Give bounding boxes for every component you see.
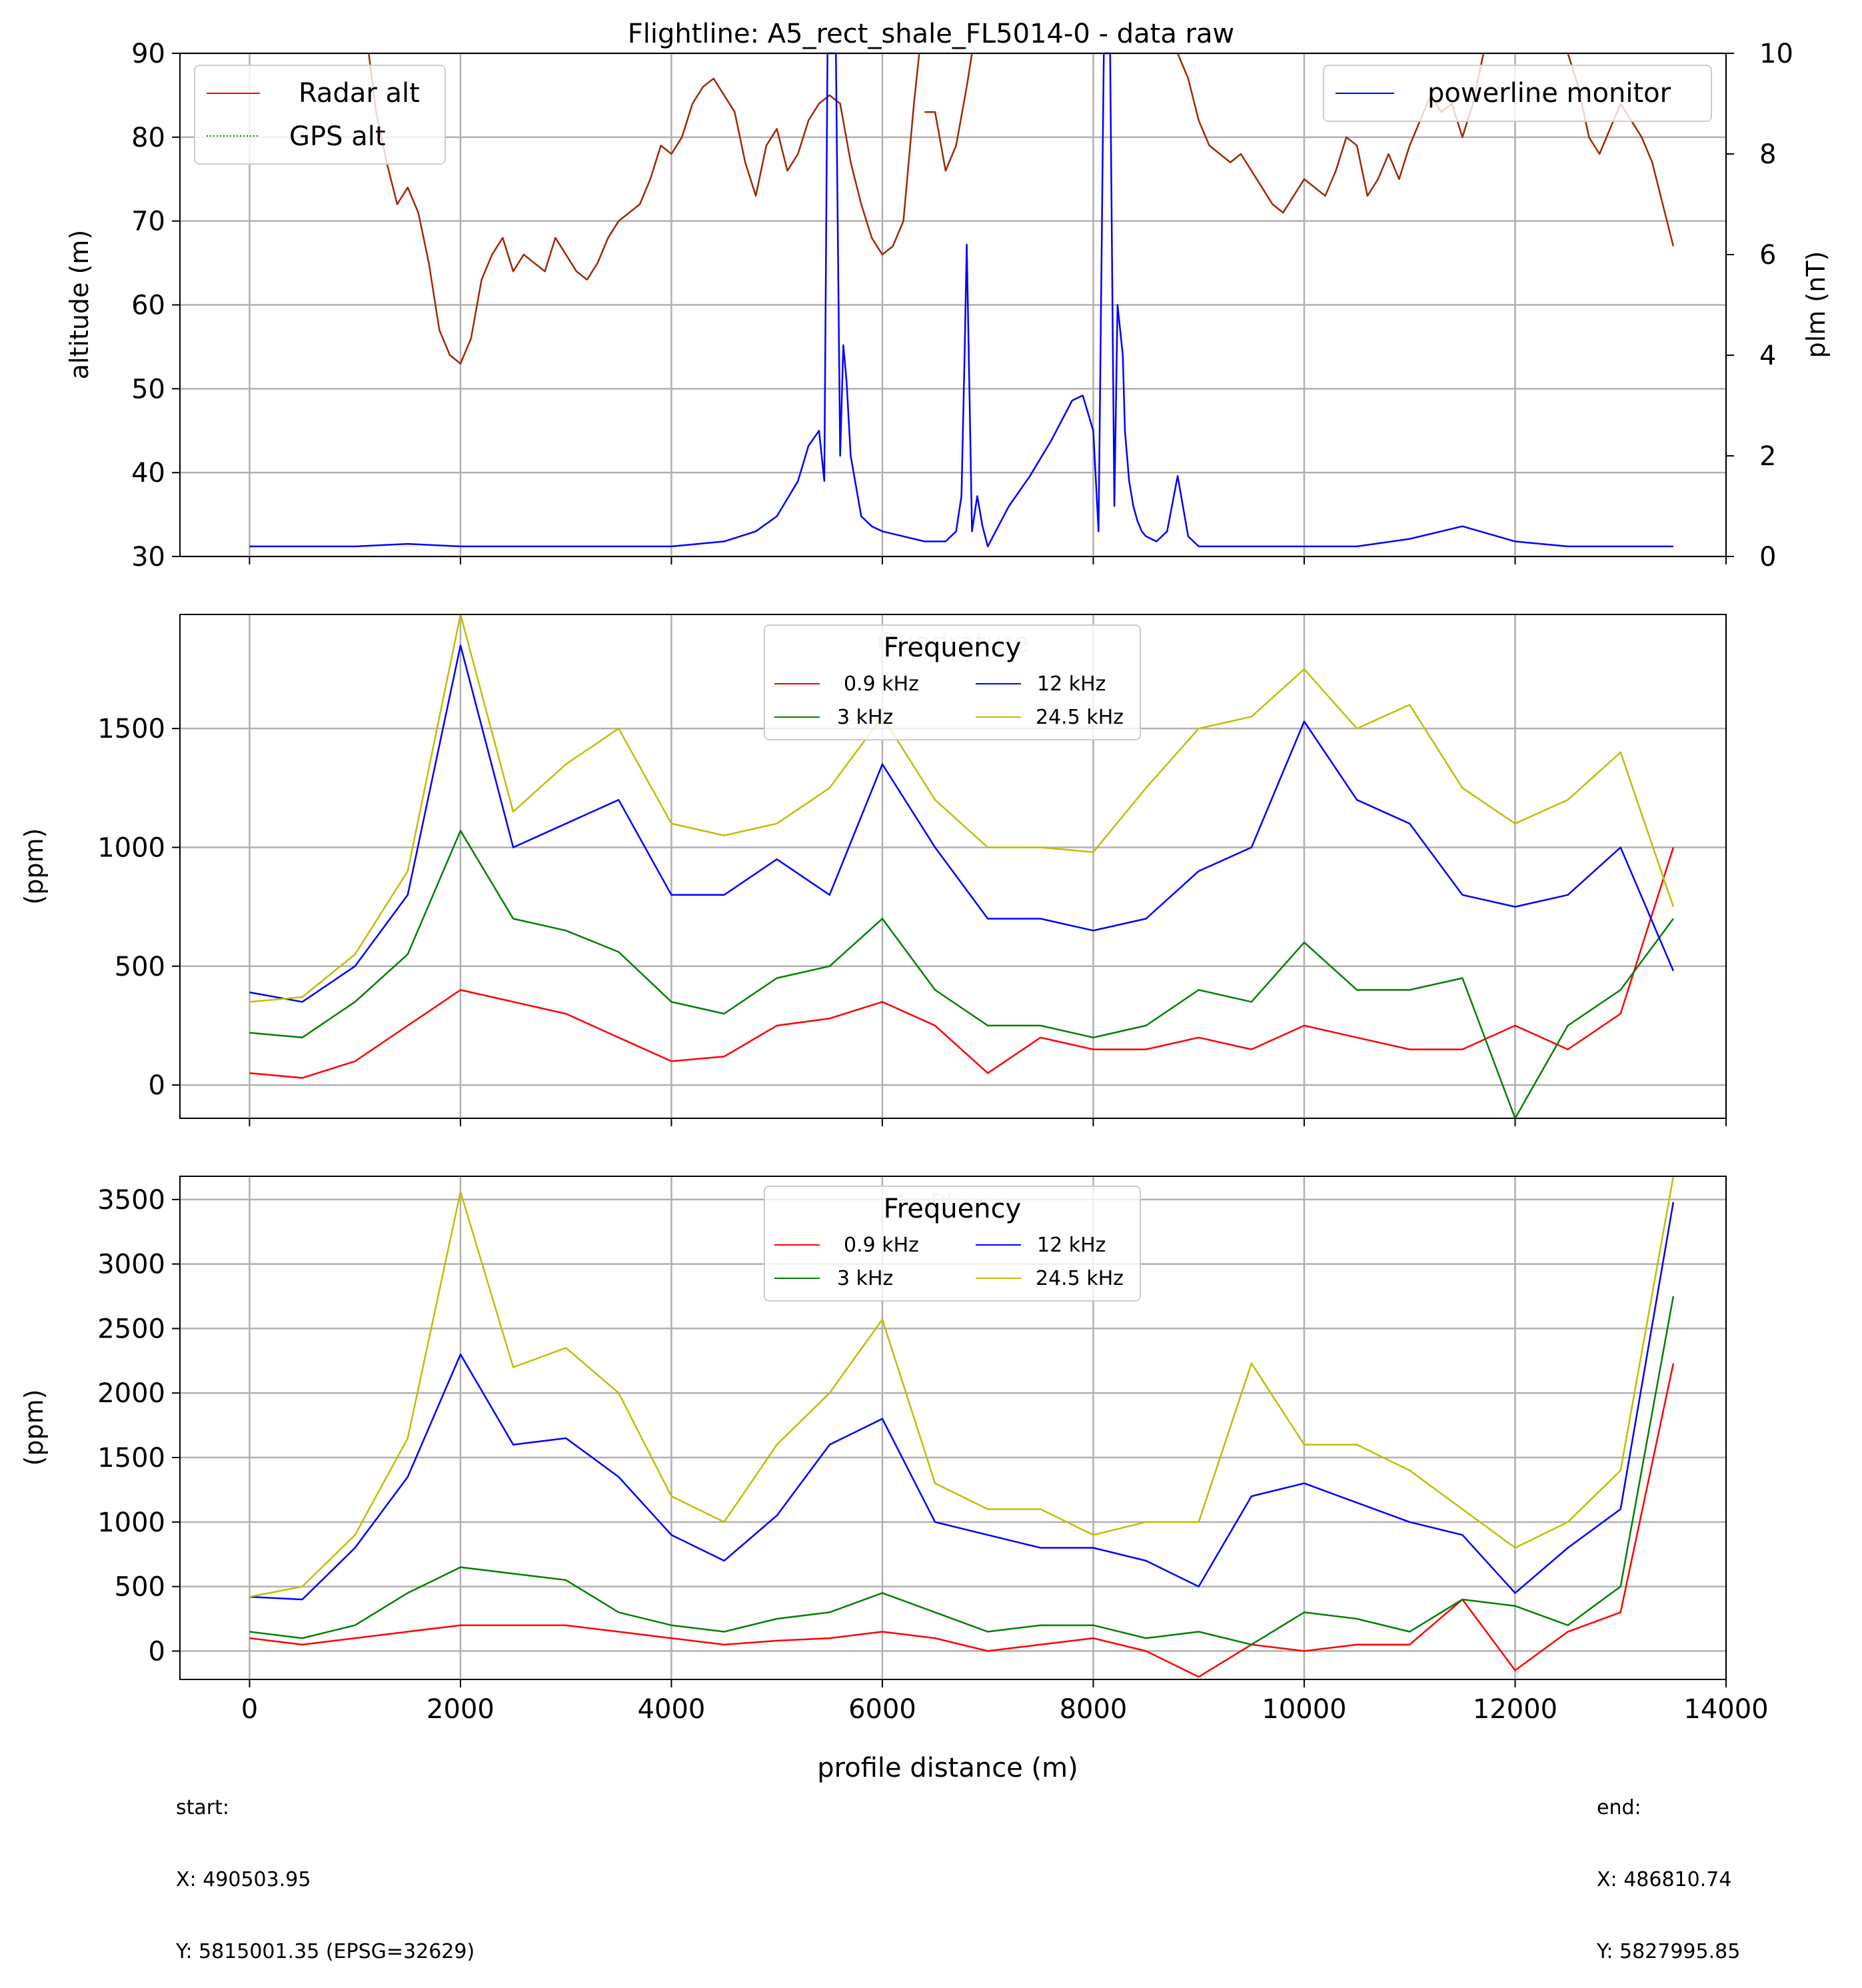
y-tick-label: 1000 bbox=[97, 832, 165, 863]
y-tick-label: 60 bbox=[131, 291, 165, 321]
y-tick-label: 0 bbox=[149, 1070, 165, 1101]
start-label: start: bbox=[176, 1796, 229, 1819]
y-tick-label: 0 bbox=[149, 1636, 165, 1667]
inphase-y-axis-label: (ppm) bbox=[19, 1390, 49, 1466]
y-tick-label: 40 bbox=[131, 458, 165, 489]
inphase-panel: 0 2000 4000 6000 8000 10000 12000 14000 0 500 100… bbox=[19, 1176, 1769, 1783]
altitude-x-ticks bbox=[249, 556, 1727, 564]
plm-y-axis-label: plm (nT) bbox=[1801, 251, 1831, 359]
quadrature-x-ticks bbox=[249, 1118, 1727, 1126]
y-tick-label: 1500 bbox=[97, 714, 165, 744]
series-line-powerline-monitor bbox=[249, 52, 1673, 548]
plm-legend: powerline monitor bbox=[1323, 65, 1712, 122]
series-line-24.5-khz bbox=[249, 1176, 1675, 1598]
start-coordinates: start: X: 490503.95 Y: 5815001.35 (EPSG=… bbox=[176, 1748, 474, 1988]
y-tick-label: 90 bbox=[131, 39, 165, 69]
y-tick-label: 1500 bbox=[97, 1443, 165, 1474]
y-tick-label: 30 bbox=[131, 542, 165, 572]
y2-tick-label: 8 bbox=[1759, 139, 1776, 170]
x-tick-label: 4000 bbox=[638, 1694, 706, 1725]
end-label: end: bbox=[1597, 1796, 1641, 1819]
quadrature-y-axis-label: (ppm) bbox=[19, 828, 49, 905]
quadrature-plot-frame bbox=[179, 614, 1727, 1119]
inphase-plot-frame bbox=[179, 1176, 1727, 1680]
y-tick-label: 70 bbox=[131, 207, 165, 237]
quadrature-series bbox=[249, 613, 1675, 1120]
quadrature-y-ticks: 0 500 1000 1500 bbox=[97, 714, 180, 1101]
legend-label-powerline-monitor: powerline monitor bbox=[1427, 78, 1671, 109]
x-axis-label: profile distance (m) bbox=[817, 1753, 1078, 1783]
legend-label-gps-alt: GPS alt bbox=[289, 121, 386, 152]
inphase-legend-title: Frequency bbox=[884, 1194, 1022, 1224]
y-tick-label: 2000 bbox=[97, 1378, 165, 1409]
y-tick-label: 2500 bbox=[97, 1314, 165, 1344]
inphase-legend-label-12khz: 12 kHz bbox=[1037, 1234, 1106, 1257]
inphase-legend-box bbox=[764, 1186, 1141, 1302]
figure: 30 40 50 60 70 80 90 0 2 4 6 8 10 altitude (m) plm … bbox=[0, 0, 1862, 1845]
y-tick-label: 80 bbox=[131, 123, 165, 153]
quadrature-legend-box bbox=[764, 624, 1141, 740]
altitude-legend-box bbox=[194, 65, 446, 165]
plm-y-ticks: 0 2 4 6 8 10 bbox=[1726, 39, 1793, 572]
series-line-radar-alt bbox=[924, 53, 973, 172]
figure-title: Flightline: A5_rect_shale_FL5014-0 - dat… bbox=[627, 19, 1235, 49]
series-line-24.5-khz bbox=[249, 613, 1675, 1003]
series-line-0.9-khz bbox=[249, 1363, 1675, 1678]
y2-tick-label: 0 bbox=[1759, 542, 1776, 572]
x-tick-label: 6000 bbox=[848, 1694, 916, 1725]
altitude-y-axis-label: altitude (m) bbox=[65, 230, 94, 380]
y-tick-label: 3500 bbox=[97, 1185, 165, 1216]
quadrature-legend-label-24.5khz: 24.5 kHz bbox=[1036, 706, 1124, 729]
y2-tick-label: 4 bbox=[1759, 341, 1776, 371]
x-tick-label: 14000 bbox=[1683, 1694, 1768, 1725]
series-line-3-khz bbox=[249, 1296, 1675, 1645]
altitude-legend: Radar alt GPS alt bbox=[194, 65, 446, 165]
y-tick-label: 1000 bbox=[97, 1507, 165, 1538]
y-tick-label: 3000 bbox=[97, 1250, 165, 1280]
quadrature-legend-label-0.9khz: 0.9 kHz bbox=[844, 672, 919, 696]
x-tick-label: 0 bbox=[241, 1694, 258, 1725]
inphase-x-ticks: 0 2000 4000 6000 8000 10000 12000 14000 bbox=[241, 1679, 1769, 1725]
quadrature-legend-title: Frequency bbox=[884, 632, 1022, 663]
start-y: Y: 5815001.35 (EPSG=32629) bbox=[176, 1940, 475, 1963]
series-line-3-khz bbox=[249, 830, 1674, 1120]
series-line-0.9-khz bbox=[249, 847, 1675, 1079]
inphase-y-ticks: 0 500 1000 1500 2000 2500 3000 3500 bbox=[97, 1185, 180, 1667]
end-x: X: 486810.74 bbox=[1597, 1868, 1732, 1891]
x-tick-label: 2000 bbox=[427, 1694, 494, 1725]
quadrature-legend-label-12khz: 12 kHz bbox=[1037, 672, 1106, 696]
end-coordinates: end: X: 486810.74 Y: 5827995.85 bbox=[1597, 1748, 1740, 1988]
x-tick-label: 10000 bbox=[1262, 1694, 1346, 1725]
quadrature-legend-label-3khz: 3 kHz bbox=[837, 706, 893, 729]
inphase-legend-label-0.9khz: 0.9 kHz bbox=[844, 1234, 919, 1257]
inphase-series bbox=[249, 1176, 1675, 1678]
series-line-12-khz bbox=[249, 644, 1675, 1003]
inphase-legend: Frequency 0.9 kHz 3 kHz 12 kHz 24.5 kHz bbox=[764, 1186, 1141, 1302]
figure-background bbox=[0, 0, 1862, 1845]
end-y: Y: 5827995.85 bbox=[1597, 1940, 1741, 1963]
start-x: X: 490503.95 bbox=[176, 1868, 311, 1891]
series-line-radar-alt bbox=[368, 53, 920, 365]
series-line-12-khz bbox=[249, 1202, 1675, 1601]
y-tick-label: 500 bbox=[115, 1572, 165, 1603]
y2-tick-label: 10 bbox=[1759, 39, 1793, 69]
altitude-panel: 30 40 50 60 70 80 90 0 2 4 6 8 10 altitude (m) plm … bbox=[65, 39, 1831, 572]
x-tick-label: 12000 bbox=[1473, 1694, 1557, 1725]
y-tick-label: 50 bbox=[131, 374, 165, 405]
legend-label-radar-alt: Radar alt bbox=[299, 78, 420, 109]
plm-legend-box bbox=[1323, 65, 1712, 122]
y-tick-label: 500 bbox=[115, 952, 165, 982]
y2-tick-label: 2 bbox=[1759, 441, 1776, 472]
x-tick-label: 8000 bbox=[1060, 1694, 1128, 1725]
y2-tick-label: 6 bbox=[1759, 240, 1776, 271]
inphase-legend-label-3khz: 3 kHz bbox=[837, 1267, 893, 1290]
altitude-y-ticks: 30 40 50 60 70 80 90 bbox=[131, 39, 180, 572]
quadrature-legend: Frequency 0.9 kHz 3 kHz 12 kHz 24.5 kHz bbox=[764, 624, 1141, 740]
inphase-legend-label-24.5khz: 24.5 kHz bbox=[1036, 1267, 1124, 1290]
